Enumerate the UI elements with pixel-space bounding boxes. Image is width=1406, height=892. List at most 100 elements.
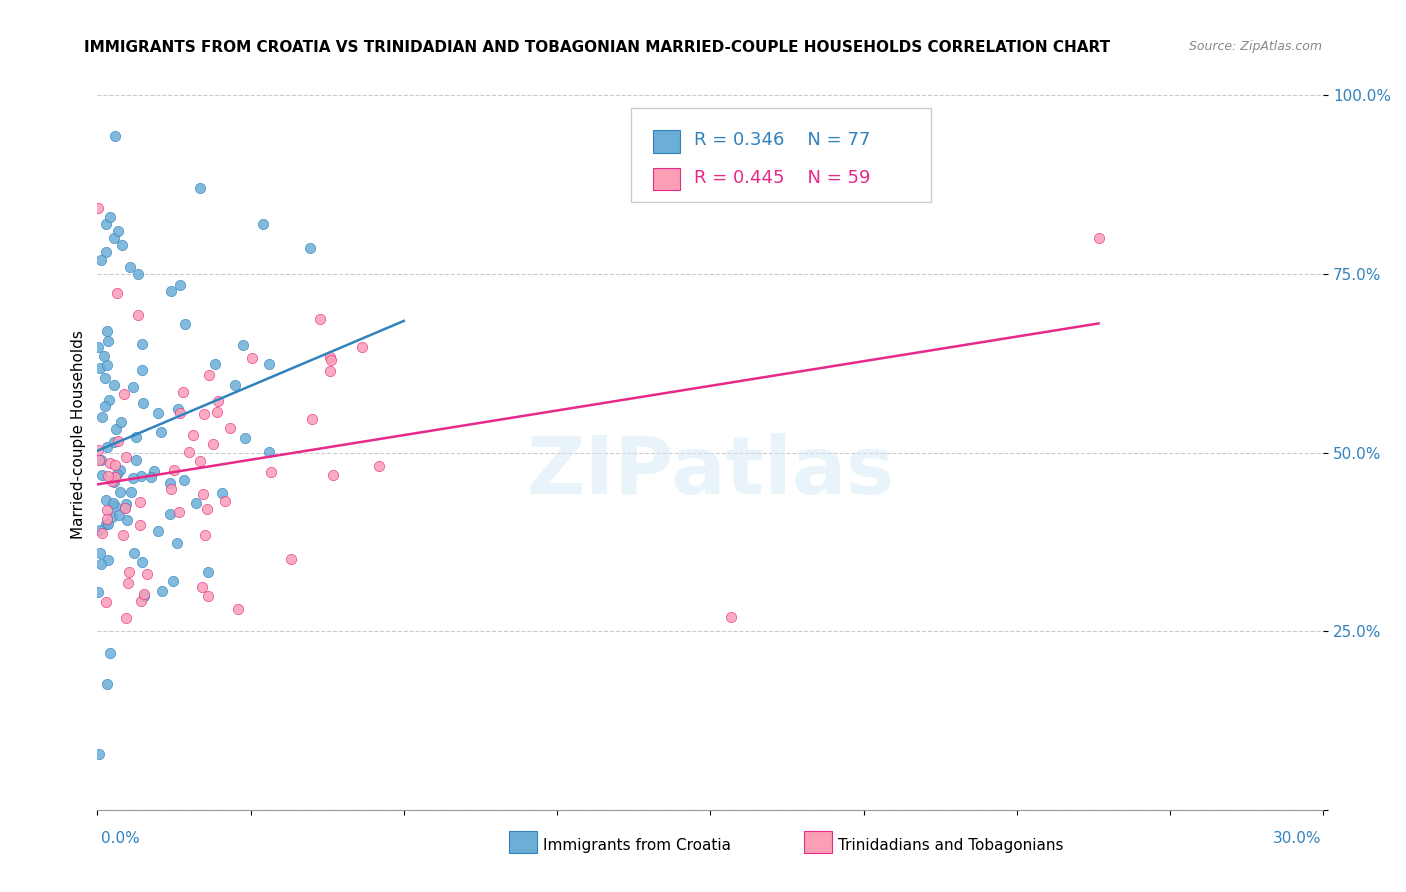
Point	[128, 494, 150, 508]
Point	[89, 546, 111, 560]
Point	[129, 593, 152, 607]
Point	[114, 497, 136, 511]
Point	[98, 210, 121, 224]
Point	[112, 528, 135, 542]
Y-axis label: Married-couple Households: Married-couple Households	[72, 330, 86, 539]
Point	[90, 468, 112, 483]
Point	[110, 415, 132, 429]
Point	[118, 260, 141, 274]
Point	[174, 317, 197, 331]
Point	[150, 425, 173, 439]
Point	[111, 238, 134, 252]
Point	[252, 217, 274, 231]
Point	[226, 601, 249, 615]
Point	[260, 466, 283, 480]
Point	[96, 502, 118, 516]
Point	[720, 609, 742, 624]
Point	[94, 217, 117, 231]
Point	[131, 469, 153, 483]
Point	[117, 576, 139, 591]
Point	[280, 551, 302, 566]
Point	[93, 349, 115, 363]
Point	[96, 324, 118, 338]
Point	[131, 337, 153, 351]
Text: 30.0%: 30.0%	[1274, 831, 1322, 846]
Point	[105, 467, 128, 481]
Point	[211, 485, 233, 500]
Point	[87, 747, 110, 762]
Point	[167, 401, 190, 416]
Point	[110, 485, 132, 500]
Point	[122, 546, 145, 560]
Point	[96, 677, 118, 691]
Point	[132, 589, 155, 603]
Point	[98, 392, 121, 407]
Point	[101, 474, 124, 488]
Point	[188, 181, 211, 195]
Point	[96, 359, 118, 373]
Point	[131, 555, 153, 569]
Point	[114, 500, 136, 515]
Point	[105, 285, 128, 300]
Point	[132, 396, 155, 410]
Point	[142, 464, 165, 478]
Point	[96, 440, 118, 454]
Point	[207, 394, 229, 409]
Point	[90, 453, 112, 467]
Point	[97, 469, 120, 483]
FancyBboxPatch shape	[652, 168, 679, 190]
Point	[136, 566, 159, 581]
Point	[107, 224, 129, 238]
Point	[87, 442, 110, 457]
Point	[86, 340, 108, 354]
Point	[112, 387, 135, 401]
Point	[98, 646, 121, 660]
Point	[214, 493, 236, 508]
Point	[194, 528, 217, 542]
Point	[89, 361, 111, 376]
Point	[191, 580, 214, 594]
Point	[107, 434, 129, 449]
Text: Source: ZipAtlas.com: Source: ZipAtlas.com	[1188, 40, 1322, 54]
Point	[108, 508, 131, 522]
Point	[90, 252, 112, 267]
Point	[90, 557, 112, 571]
Point	[94, 399, 117, 413]
Point	[321, 353, 343, 368]
Point	[129, 517, 152, 532]
Point	[104, 129, 127, 144]
Point	[87, 202, 110, 216]
Point	[87, 585, 110, 599]
Point	[87, 452, 110, 467]
Point	[125, 430, 148, 444]
Point	[309, 311, 332, 326]
Point	[103, 435, 125, 450]
Point	[93, 371, 115, 385]
Point	[301, 412, 323, 426]
Point	[134, 586, 156, 600]
Point	[224, 378, 246, 392]
Point	[104, 469, 127, 483]
Point	[298, 241, 321, 255]
Point	[122, 471, 145, 485]
Point	[193, 487, 215, 501]
Point	[162, 574, 184, 589]
FancyBboxPatch shape	[631, 108, 931, 202]
Point	[97, 553, 120, 567]
Point	[97, 334, 120, 349]
Point	[114, 610, 136, 624]
Point	[103, 231, 125, 245]
Point	[163, 463, 186, 477]
Point	[159, 482, 181, 496]
Point	[184, 496, 207, 510]
Point	[322, 468, 344, 483]
Point	[169, 278, 191, 293]
Point	[218, 421, 240, 435]
FancyBboxPatch shape	[652, 130, 679, 153]
Point	[101, 496, 124, 510]
Point	[257, 358, 280, 372]
Text: R = 0.346    N = 77: R = 0.346 N = 77	[695, 131, 870, 149]
Point	[177, 444, 200, 458]
Point	[97, 517, 120, 532]
Point	[108, 463, 131, 477]
